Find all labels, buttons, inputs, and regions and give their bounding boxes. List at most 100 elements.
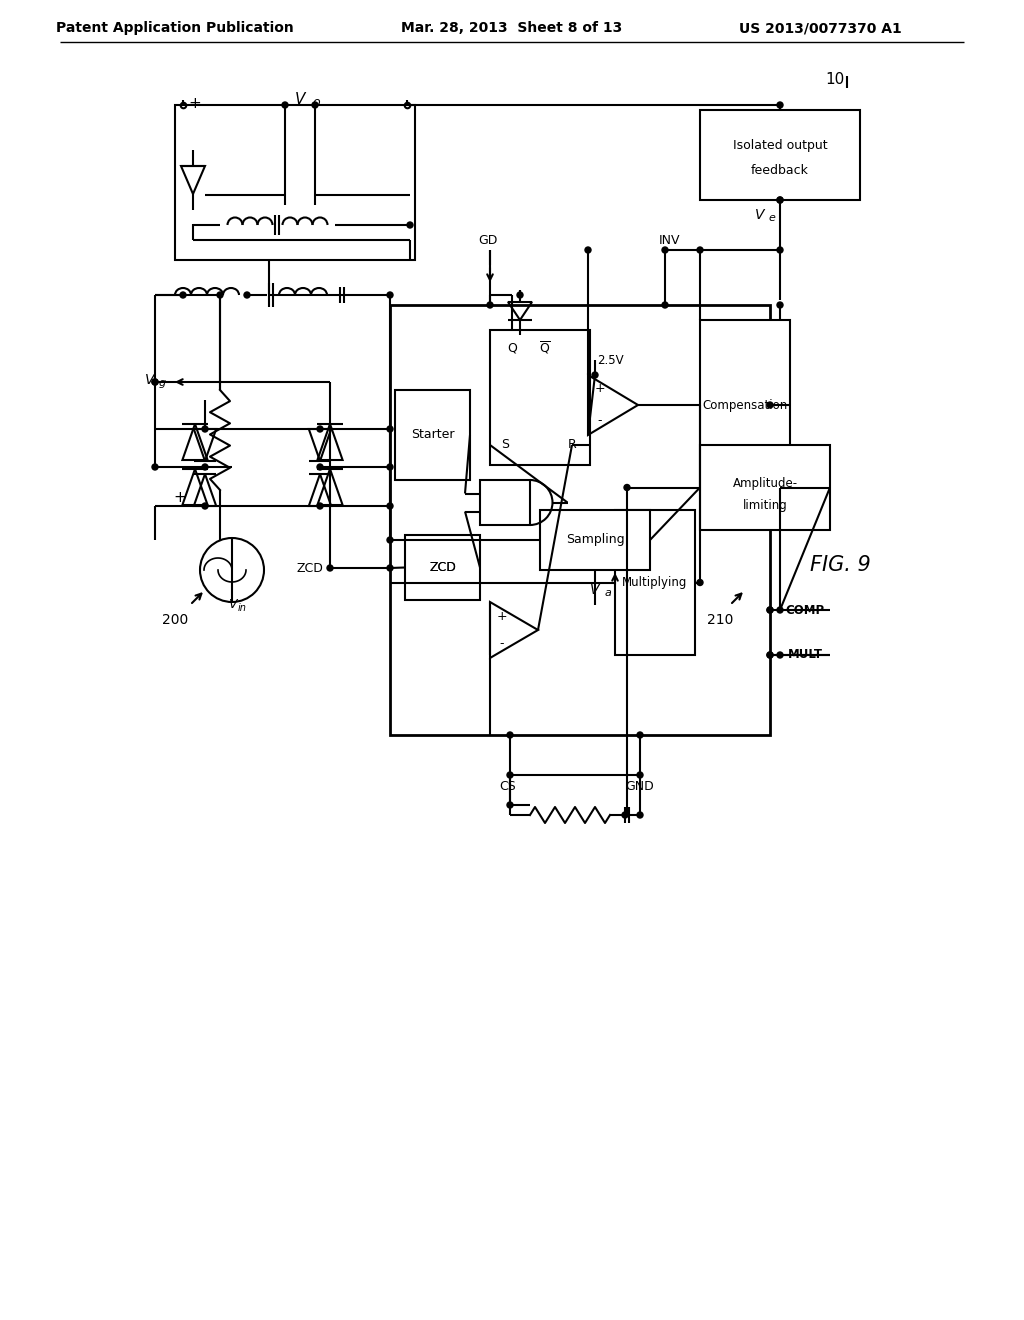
Circle shape xyxy=(777,302,783,308)
Circle shape xyxy=(637,733,643,738)
Circle shape xyxy=(317,503,323,510)
Text: g: g xyxy=(159,378,166,388)
Text: e: e xyxy=(769,213,775,223)
Circle shape xyxy=(387,565,393,572)
Text: V: V xyxy=(295,92,305,107)
Text: Sampling: Sampling xyxy=(565,533,625,546)
Text: V: V xyxy=(145,374,155,387)
Text: 200: 200 xyxy=(162,612,188,627)
Text: Multiplying: Multiplying xyxy=(623,576,688,589)
Text: feedback: feedback xyxy=(751,164,809,177)
Circle shape xyxy=(622,812,628,818)
Text: 210: 210 xyxy=(707,612,733,627)
Circle shape xyxy=(387,465,393,470)
Circle shape xyxy=(507,733,513,738)
Text: Starter: Starter xyxy=(411,429,455,441)
Text: o: o xyxy=(312,96,319,110)
Circle shape xyxy=(637,772,643,777)
Text: Patent Application Publication: Patent Application Publication xyxy=(56,21,294,36)
Text: V: V xyxy=(590,583,600,597)
Text: 2.5V: 2.5V xyxy=(597,354,624,367)
Circle shape xyxy=(327,565,333,572)
Circle shape xyxy=(317,426,323,432)
Circle shape xyxy=(777,102,783,108)
Circle shape xyxy=(767,607,773,612)
Text: S: S xyxy=(501,438,509,451)
Circle shape xyxy=(387,503,393,510)
Circle shape xyxy=(244,292,250,298)
Circle shape xyxy=(767,652,773,657)
Circle shape xyxy=(217,292,223,298)
Text: +: + xyxy=(595,383,605,396)
Circle shape xyxy=(637,812,643,818)
Circle shape xyxy=(282,102,288,108)
Circle shape xyxy=(624,484,630,491)
Text: Amplitude-: Amplitude- xyxy=(732,477,798,490)
Circle shape xyxy=(507,803,513,808)
Circle shape xyxy=(202,503,208,510)
Circle shape xyxy=(697,247,703,253)
Text: -: - xyxy=(500,638,504,651)
Text: CS: CS xyxy=(500,780,516,793)
Bar xyxy=(540,510,650,570)
Circle shape xyxy=(662,247,668,253)
Text: GD: GD xyxy=(478,234,498,247)
Circle shape xyxy=(697,579,703,586)
Circle shape xyxy=(202,465,208,470)
Circle shape xyxy=(152,379,158,385)
Circle shape xyxy=(777,607,783,612)
Text: V: V xyxy=(227,598,237,611)
Text: +: + xyxy=(188,95,202,111)
Circle shape xyxy=(767,403,773,408)
Text: Compensation: Compensation xyxy=(702,399,787,412)
Bar xyxy=(700,445,830,531)
Text: R: R xyxy=(567,438,577,451)
Circle shape xyxy=(317,465,323,470)
Circle shape xyxy=(662,302,668,308)
Text: +: + xyxy=(497,610,507,623)
Circle shape xyxy=(767,607,773,612)
Text: COMP: COMP xyxy=(785,603,824,616)
Bar xyxy=(480,480,530,525)
Text: +: + xyxy=(174,490,186,504)
Text: ZCD: ZCD xyxy=(429,561,456,574)
Circle shape xyxy=(777,197,783,203)
Circle shape xyxy=(152,379,158,385)
Text: Mar. 28, 2013  Sheet 8 of 13: Mar. 28, 2013 Sheet 8 of 13 xyxy=(401,21,623,36)
Text: -: - xyxy=(598,414,602,428)
Circle shape xyxy=(767,652,773,657)
Text: INV: INV xyxy=(659,234,681,247)
Text: ZCD: ZCD xyxy=(429,561,456,574)
Text: a: a xyxy=(604,587,611,598)
Circle shape xyxy=(387,537,393,543)
Bar xyxy=(390,305,770,735)
Circle shape xyxy=(387,426,393,432)
Text: limiting: limiting xyxy=(742,499,787,511)
Circle shape xyxy=(585,247,591,253)
Text: US 2013/0077370 A1: US 2013/0077370 A1 xyxy=(738,21,901,36)
Text: V: V xyxy=(756,209,765,222)
Bar xyxy=(395,389,470,480)
Circle shape xyxy=(387,292,393,298)
Circle shape xyxy=(312,102,318,108)
Text: GND: GND xyxy=(626,780,654,793)
Circle shape xyxy=(592,372,598,378)
Circle shape xyxy=(507,772,513,777)
Circle shape xyxy=(202,426,208,432)
Bar xyxy=(700,110,860,201)
Circle shape xyxy=(407,222,413,228)
Text: $\overline{\rm Q}$: $\overline{\rm Q}$ xyxy=(539,339,551,356)
Bar xyxy=(615,510,695,655)
Text: MULT: MULT xyxy=(787,648,822,661)
Bar xyxy=(490,330,590,465)
Circle shape xyxy=(517,292,523,298)
Text: in: in xyxy=(238,603,247,612)
Text: ZCD: ZCD xyxy=(297,561,324,574)
Bar xyxy=(700,319,790,490)
Circle shape xyxy=(777,247,783,253)
Circle shape xyxy=(777,197,783,203)
Bar xyxy=(406,535,480,601)
Circle shape xyxy=(180,292,186,298)
Circle shape xyxy=(152,465,158,470)
Text: FIG. 9: FIG. 9 xyxy=(810,554,870,576)
